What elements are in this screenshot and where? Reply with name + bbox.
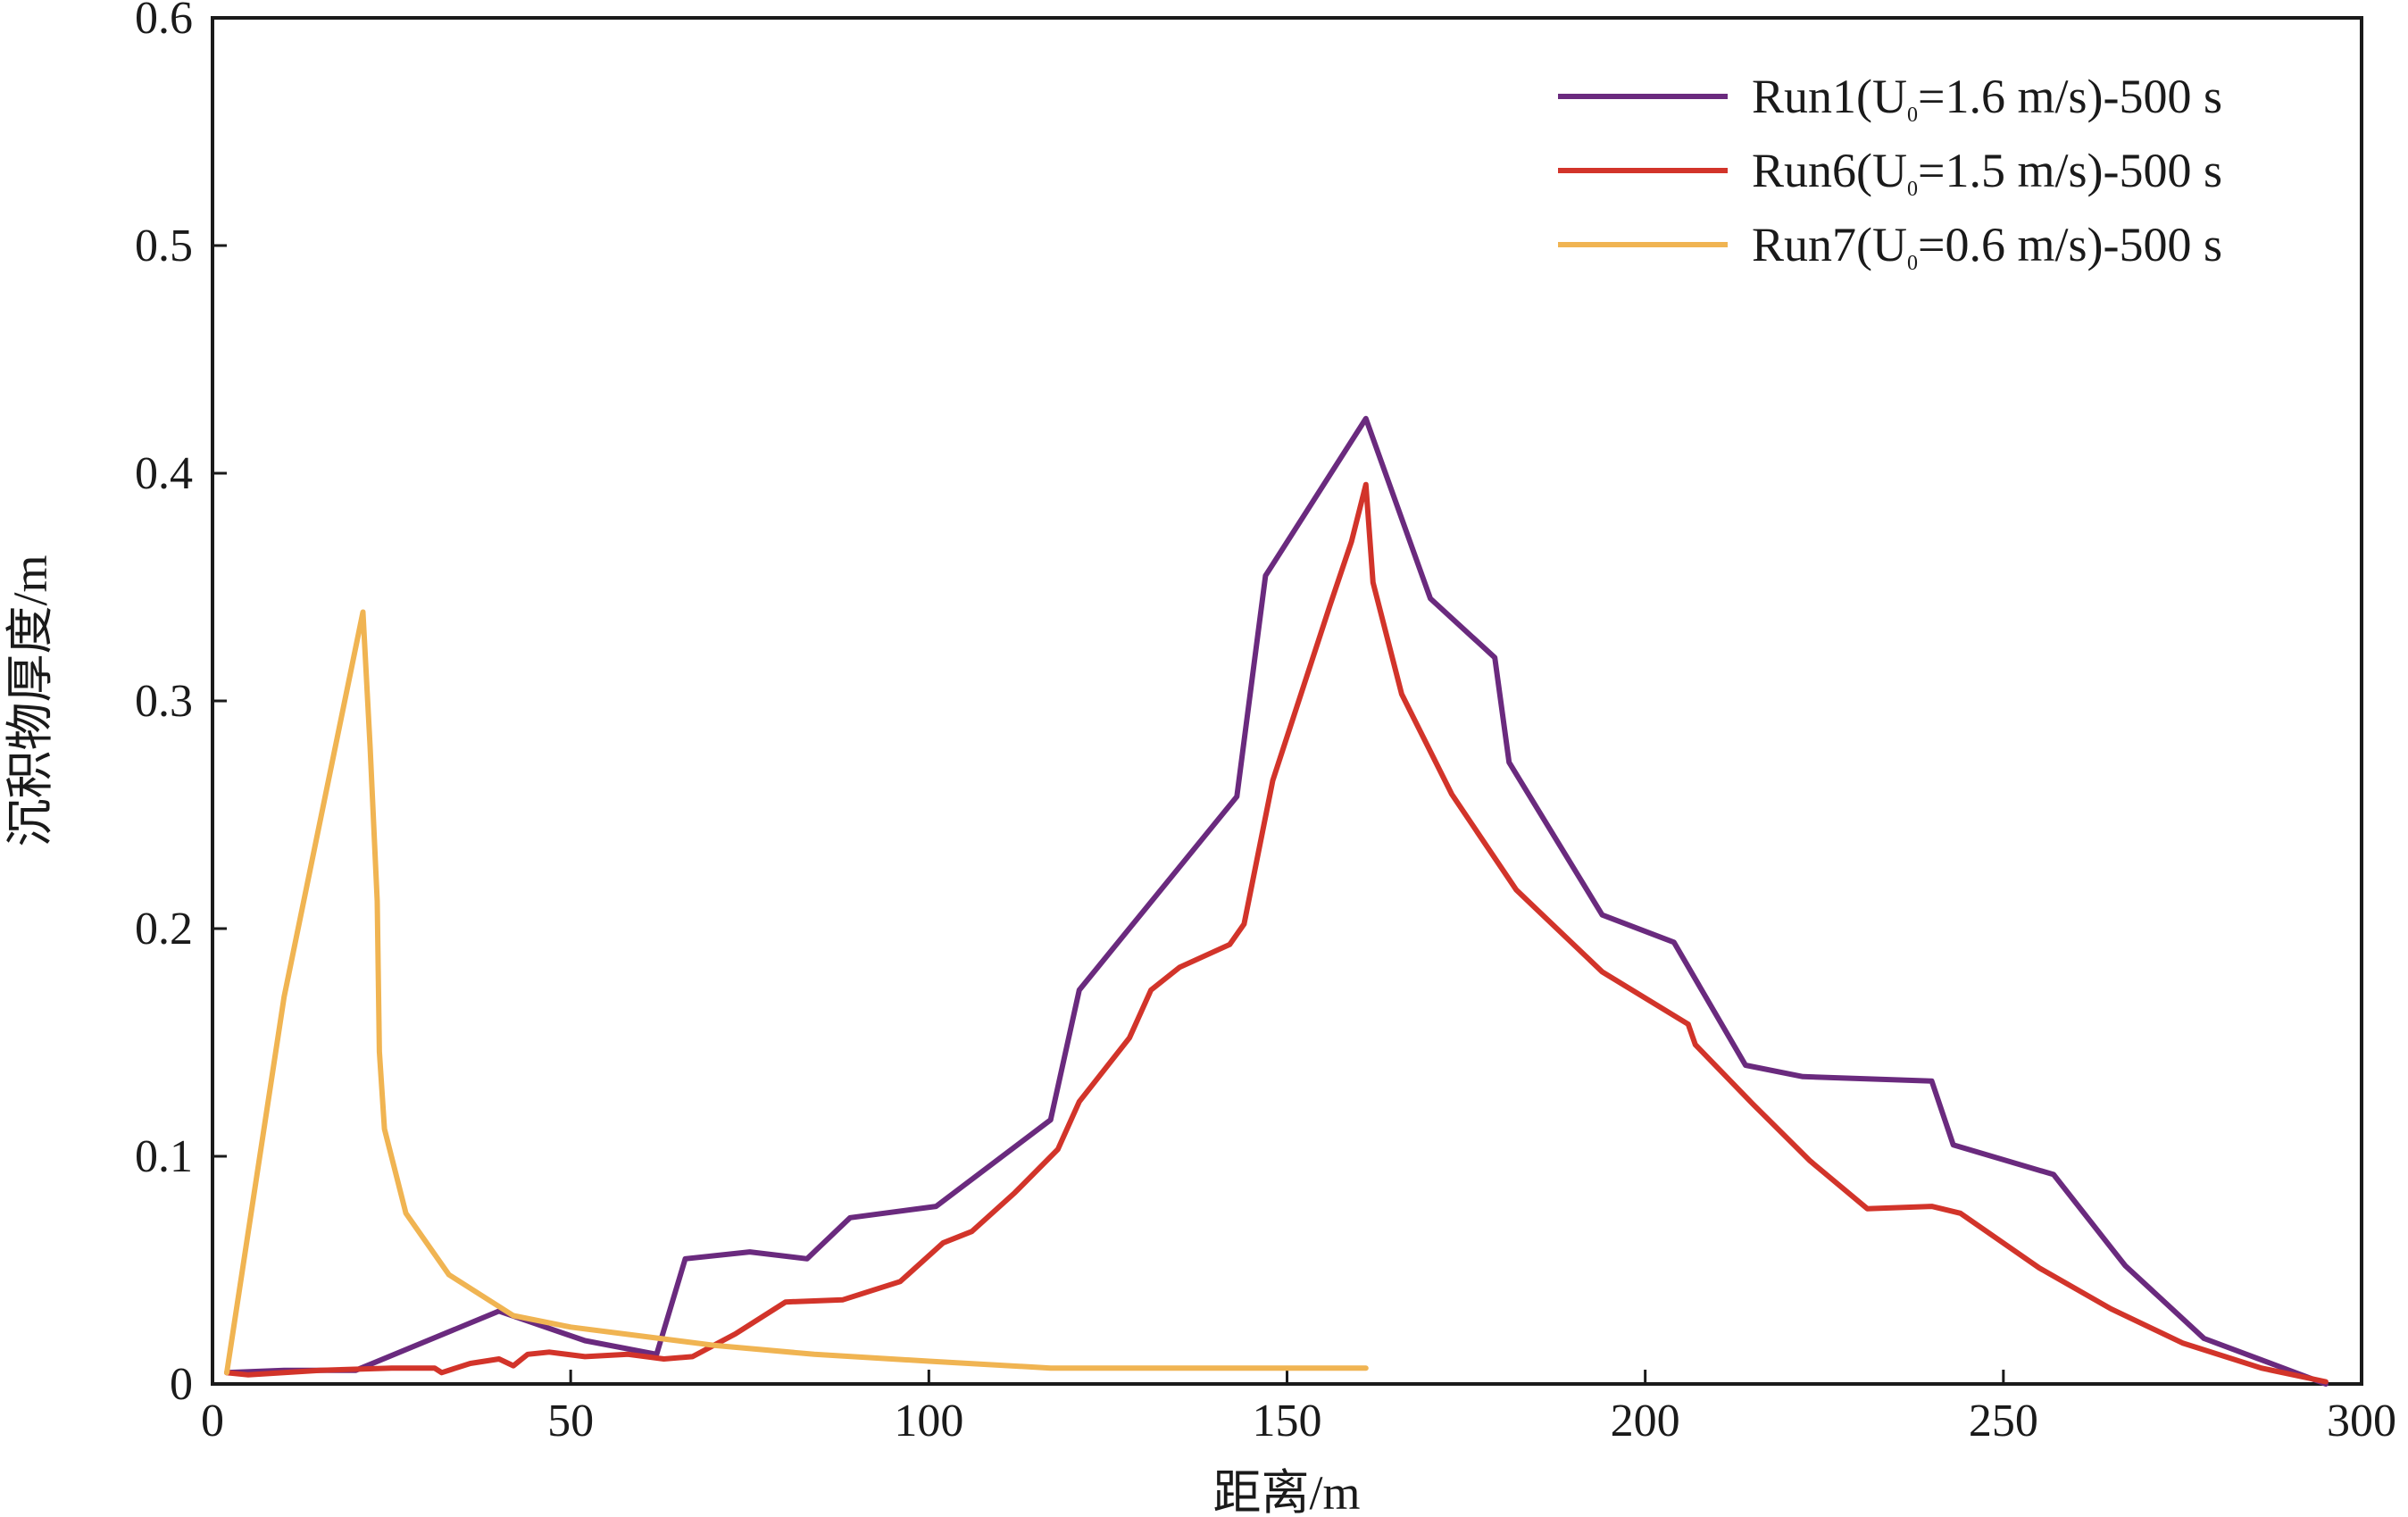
legend-label: Run1(U0=1.6 m/s)-500 s	[1752, 70, 2222, 127]
y-tick-label: 0.5	[135, 221, 193, 271]
y-tick-label: 0.1	[135, 1131, 193, 1182]
legend-label-subscript: 0	[1907, 252, 1918, 275]
legend-label: Run6(U0=1.5 m/s)-500 s	[1752, 144, 2222, 201]
x-tick-label: 0	[201, 1396, 224, 1446]
y-tick-label: 0.6	[135, 0, 193, 44]
x-tick-label: 250	[1969, 1396, 2038, 1446]
legend-label-subscript: 0	[1907, 178, 1918, 201]
x-tick-label: 300	[2327, 1396, 2396, 1446]
legend-label-subscript: 0	[1907, 104, 1918, 127]
legend-label-suffix: =1.5 m/s)-500 s	[1918, 144, 2222, 197]
x-tick-label: 150	[1253, 1396, 1322, 1446]
y-tick-label: 0	[170, 1359, 193, 1410]
y-tick-label: 0.4	[135, 448, 193, 499]
series-line-3	[224, 609, 1369, 1376]
axis-ticks: 0 50 100 150 200 250 300 0 0.1 0.2 0.3 0.4 0.5 0.6	[135, 0, 2396, 1446]
legend-label-suffix: =1.6 m/s)-500 s	[1918, 70, 2222, 123]
x-tick-label: 50	[547, 1396, 594, 1446]
x-axis-title: 距离/m	[1212, 1466, 1360, 1517]
x-tick-label: 200	[1611, 1396, 1680, 1446]
series-line-2	[224, 481, 2329, 1385]
y-tick-label: 0.3	[135, 676, 193, 727]
legend-label-prefix: Run7(U	[1752, 218, 1907, 271]
series-lines	[224, 415, 2329, 1387]
legend-label-suffix: =0.6 m/s)-500 s	[1918, 218, 2222, 271]
y-tick-label: 0.2	[135, 904, 193, 954]
legend-label: Run7(U0=0.6 m/s)-500 s	[1752, 218, 2222, 275]
y-axis-title: 沉积物厚度/m	[4, 554, 57, 846]
legend-label-prefix: Run6(U	[1752, 144, 1907, 197]
series-line-1	[224, 415, 2329, 1387]
x-tick-label: 100	[894, 1396, 963, 1446]
legend-label-prefix: Run1(U	[1752, 70, 1907, 123]
